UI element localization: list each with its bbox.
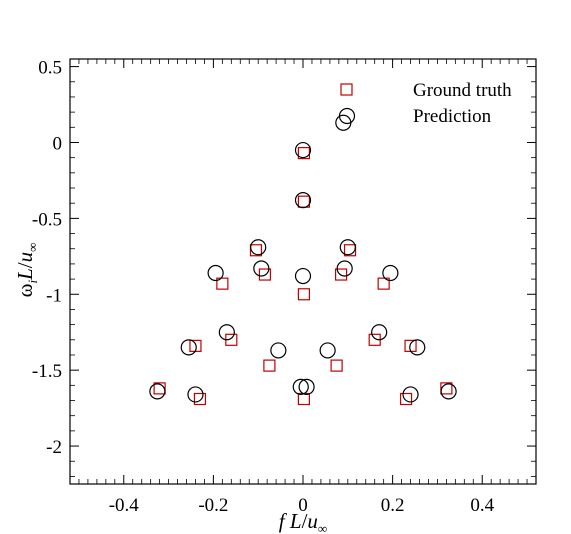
ground-truth-point [193,392,207,406]
legend-ground-truth-label: Ground truth [413,80,512,101]
ground-truth-point [249,244,263,257]
ground-truth-point [377,277,390,290]
x-tick-label: 0.2 [381,495,405,516]
prediction-point [207,264,224,282]
tick-labels: -0.4 -0.2 0 0.2 0.4 0.5 0 -0.5 -1 -1.5 -2 [32,58,495,516]
prediction-point [294,192,312,209]
prediction-point [292,378,309,395]
minor-ticks [70,59,536,484]
plot-frame [69,58,537,485]
prediction-point [319,342,336,359]
prediction-point [402,386,419,403]
y-tick-label: -1.5 [32,361,62,382]
legend: Ground truth Prediction [338,80,512,127]
prediction-point [253,260,270,277]
ground-truth-point [399,392,413,406]
prediction-point [149,383,166,400]
ground-truth-point [297,288,310,301]
ground-truth-point [216,277,229,290]
prediction-point [409,339,426,356]
x-tick-label: 0 [298,495,308,516]
prediction-point [250,239,267,256]
ground-truth-point [297,392,310,406]
prediction-point [294,267,312,285]
legend-prediction-label: Prediction [413,106,492,127]
prediction-point [382,264,399,282]
x-tick-label: -0.4 [109,495,140,516]
prediction-point [218,324,235,341]
ground-truth-point [153,382,166,395]
prediction-point [187,386,204,403]
prediction-point [339,239,356,256]
prediction-point [336,260,353,277]
prediction-point [270,342,287,359]
legend-prediction-marker [338,107,356,125]
x-axis-label: f L/u∞ [279,509,327,534]
prediction-point [440,383,457,400]
ground-truth-point [263,359,276,372]
y-tick-label: -2 [46,437,62,458]
y-tick-label: 0.5 [38,58,62,79]
major-ticks [70,59,536,484]
x-tick-label: -0.2 [198,495,228,516]
prediction-point [294,141,312,159]
y-axis-label: ωiL/u∞ [13,243,40,298]
prediction-point [298,378,315,395]
ground-truth-point [440,382,453,395]
x-tick-label: 0.4 [470,495,494,516]
prediction-point [180,339,197,356]
y-tick-label: -1 [46,285,62,306]
legend-ground-truth-marker [340,83,353,96]
ground-truth-point [330,359,343,372]
data-markers [149,114,457,406]
prediction-point [371,324,388,341]
y-tick-label: 0 [53,133,63,154]
ground-truth-point [343,244,357,257]
y-tick-label: -0.5 [32,209,62,230]
